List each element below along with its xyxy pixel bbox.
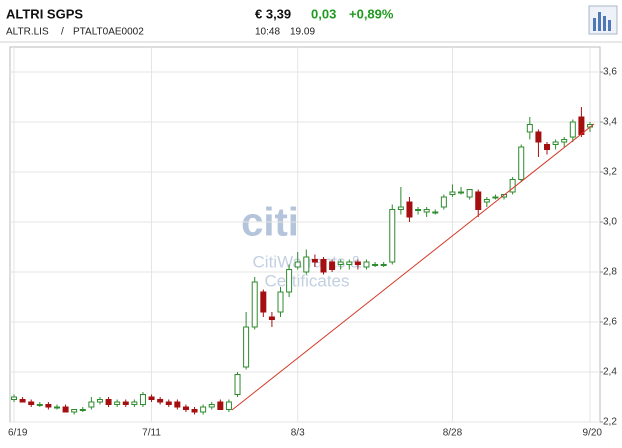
x-tick-label: 8/28 <box>443 428 463 439</box>
candle-body <box>165 401 172 405</box>
candle-body <box>96 399 103 403</box>
watermark-text: Certificates <box>264 271 349 290</box>
y-tick-label: 3,2 <box>603 167 617 178</box>
candles <box>11 107 593 415</box>
candle-body <box>303 256 310 273</box>
candle-body <box>561 139 568 143</box>
candle-body <box>243 326 250 368</box>
icon-bar <box>598 12 601 31</box>
y-tick-label: 2,4 <box>603 367 617 378</box>
candle-body <box>251 281 258 328</box>
candle-body <box>354 261 361 265</box>
candle-body <box>200 406 207 413</box>
x-tick-label: 7/11 <box>142 428 161 439</box>
candle-body <box>53 406 60 409</box>
candle-body <box>11 396 17 400</box>
candle-body <box>526 124 533 133</box>
candle-body <box>432 211 439 214</box>
candle-body <box>406 201 413 218</box>
candle-body <box>311 259 318 263</box>
x-tick-label: 9/20 <box>583 428 603 439</box>
candle-body <box>277 291 284 313</box>
candle-body <box>217 401 224 410</box>
y-tick-label: 3,0 <box>603 217 617 228</box>
icon-bar <box>593 18 596 31</box>
candle-body <box>225 401 232 410</box>
candle-body <box>19 399 26 403</box>
y-tick-label: 2,6 <box>603 317 617 328</box>
candle-body <box>79 409 86 411</box>
candle-body <box>483 199 490 203</box>
trendline <box>231 123 595 411</box>
candle-body <box>45 404 52 408</box>
candle-body <box>36 404 43 406</box>
candle-body <box>346 261 353 265</box>
watermark-logo: citi <box>241 201 299 245</box>
candle-body <box>440 196 447 208</box>
candle-body <box>88 401 95 408</box>
candle-body <box>363 261 370 268</box>
y-tick-label: 3,4 <box>603 117 617 128</box>
candle-body <box>449 191 456 195</box>
candle-body <box>397 206 404 210</box>
candle-body <box>552 141 559 145</box>
candle-body <box>174 401 181 408</box>
symbol: ALTR.LIS <box>6 27 49 38</box>
stock-name: ALTRI SGPS <box>6 6 83 21</box>
candle-body <box>492 196 499 199</box>
candle-body <box>182 406 189 410</box>
x-tick-label: 6/19 <box>8 428 28 439</box>
change-percent: +0,89% <box>349 6 394 21</box>
candle-body <box>148 396 155 400</box>
candle-body <box>518 146 525 180</box>
candle-body <box>380 264 387 266</box>
quote-date: 19.09 <box>290 27 315 38</box>
candle-body <box>268 316 275 320</box>
change: 0,03 <box>311 6 336 21</box>
grid <box>10 47 603 423</box>
candle-body <box>62 406 69 413</box>
chart-icon[interactable] <box>588 5 618 35</box>
x-tick-label: 8/3 <box>291 428 305 439</box>
candle-body <box>423 209 430 213</box>
separator: / <box>61 27 64 38</box>
icon-bar <box>603 16 606 31</box>
isin: PTALT0AE0002 <box>73 27 144 38</box>
candle-body <box>260 291 267 313</box>
candle-body <box>329 261 336 270</box>
candle-body <box>535 131 542 143</box>
candle-body <box>415 209 422 211</box>
candle-body <box>372 264 379 266</box>
y-tick-label: 2,8 <box>603 267 617 278</box>
candle-body <box>157 399 164 403</box>
candle-body <box>320 259 327 273</box>
candle-body <box>389 209 396 263</box>
price: € 3,39 <box>255 6 291 21</box>
icon-bar <box>608 20 611 31</box>
candle-body <box>105 399 112 405</box>
candle-body <box>122 401 129 405</box>
candle-body <box>234 374 241 395</box>
candle-body <box>286 269 293 293</box>
candle-body <box>578 116 585 135</box>
candle-body <box>544 144 551 150</box>
candle-body <box>294 261 301 268</box>
candle-body <box>337 261 344 265</box>
y-tick-label: 2,2 <box>603 417 617 428</box>
candle-body <box>191 409 198 413</box>
candle-body <box>208 404 215 408</box>
candle-body <box>114 401 121 405</box>
y-tick-label: 3,6 <box>603 67 617 78</box>
candle-body <box>71 409 78 413</box>
candle-body <box>475 191 482 210</box>
candle-body <box>466 189 473 198</box>
candle-body <box>139 394 146 405</box>
quote-time: 10:48 <box>255 27 280 38</box>
candle-body <box>131 401 138 405</box>
candle-body <box>28 401 35 405</box>
candle-body <box>458 191 465 194</box>
candle-body <box>569 121 576 138</box>
